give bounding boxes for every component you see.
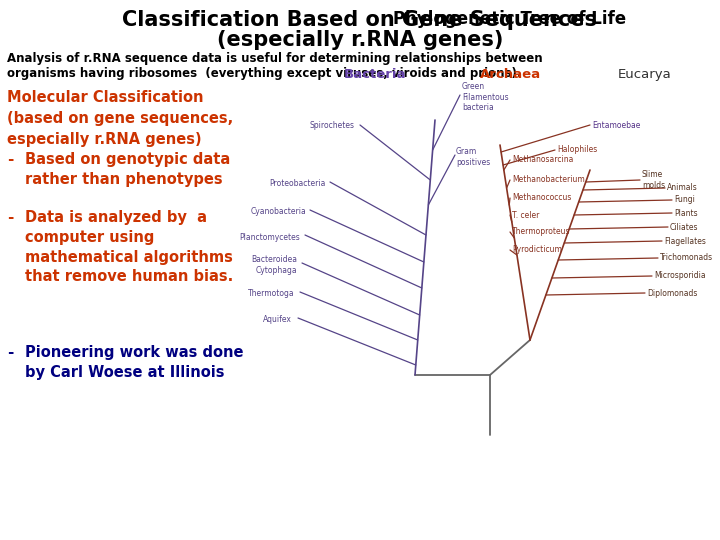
Text: Thermoproteus: Thermoproteus	[512, 227, 570, 237]
Text: Flagellates: Flagellates	[664, 237, 706, 246]
Text: Planctomycetes: Planctomycetes	[239, 233, 300, 241]
Text: Diplomonads: Diplomonads	[647, 288, 698, 298]
Text: Data is analyzed by  a
computer using
mathematical algorithms
that remove human : Data is analyzed by a computer using mat…	[25, 210, 233, 285]
Text: Halophiles: Halophiles	[557, 145, 598, 154]
Text: Slime
molds: Slime molds	[642, 170, 665, 190]
Text: Analysis of r.RNA sequence data is useful for determining relationships between
: Analysis of r.RNA sequence data is usefu…	[7, 52, 543, 80]
Text: Cyanobacteria: Cyanobacteria	[251, 207, 306, 217]
Text: -: -	[7, 345, 14, 360]
Text: Classification Based on Gene Sequences: Classification Based on Gene Sequences	[122, 10, 598, 30]
Text: (especially r.RNA genes): (especially r.RNA genes)	[217, 30, 503, 50]
Text: Fungi: Fungi	[674, 195, 695, 205]
Text: Based on genotypic data
rather than phenotypes: Based on genotypic data rather than phen…	[25, 152, 230, 187]
Text: Entamoebae: Entamoebae	[592, 120, 640, 130]
Text: Microsporidia: Microsporidia	[654, 272, 706, 280]
Text: Pyrodicticum: Pyrodicticum	[512, 246, 562, 254]
Text: Animals: Animals	[667, 184, 698, 192]
Text: Molecular Classification
(based on gene sequences,
especially r.RNA genes): Molecular Classification (based on gene …	[7, 90, 233, 147]
Text: Proteobacteria: Proteobacteria	[269, 179, 326, 188]
Text: Bacteroidea
Cytophaga: Bacteroidea Cytophaga	[251, 255, 297, 275]
Text: Green
Filamentous
bacteria: Green Filamentous bacteria	[462, 82, 508, 112]
Text: Pioneering work was done
by Carl Woese at Illinois: Pioneering work was done by Carl Woese a…	[25, 345, 243, 380]
Text: T. celer: T. celer	[512, 211, 539, 219]
Text: Bacteria: Bacteria	[343, 68, 406, 81]
Text: Ciliates: Ciliates	[670, 222, 698, 232]
Text: Plants: Plants	[674, 208, 698, 218]
Text: Thermotoga: Thermotoga	[248, 289, 295, 299]
Text: Trichomonads: Trichomonads	[660, 253, 713, 262]
Text: Phylogenetic Tree of Life: Phylogenetic Tree of Life	[393, 10, 626, 28]
Text: Spirochetes: Spirochetes	[310, 122, 355, 131]
Text: Aquifex: Aquifex	[263, 315, 292, 325]
Text: -: -	[7, 210, 14, 225]
Text: Gram
positives: Gram positives	[456, 147, 490, 167]
Text: Eucarya: Eucarya	[618, 68, 672, 81]
Text: Methanobacterium: Methanobacterium	[512, 176, 585, 185]
Text: -: -	[7, 152, 14, 167]
Text: Methanosarcina: Methanosarcina	[512, 156, 573, 165]
Text: Archaea: Archaea	[480, 68, 541, 81]
Text: Methanococcus: Methanococcus	[512, 193, 572, 202]
